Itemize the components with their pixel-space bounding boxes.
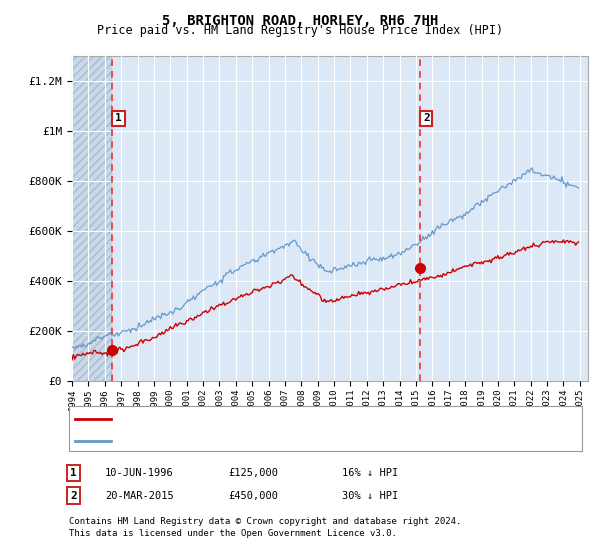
Text: 5, BRIGHTON ROAD, HORLEY, RH6 7HH: 5, BRIGHTON ROAD, HORLEY, RH6 7HH	[162, 14, 438, 28]
Text: 2: 2	[423, 114, 430, 123]
Text: 1: 1	[115, 114, 122, 123]
Text: £450,000: £450,000	[228, 491, 278, 501]
Text: 2: 2	[70, 491, 77, 501]
Text: 20-MAR-2015: 20-MAR-2015	[105, 491, 174, 501]
Text: 10-JUN-1996: 10-JUN-1996	[105, 468, 174, 478]
Bar	[72, 56, 112, 381]
Text: Contains HM Land Registry data © Crown copyright and database right 2024.: Contains HM Land Registry data © Crown c…	[69, 517, 461, 526]
Text: HPI: Average price, detached house, Reigate and Banstead: HPI: Average price, detached house, Reig…	[117, 436, 467, 446]
Text: 1: 1	[70, 468, 77, 478]
Text: 16% ↓ HPI: 16% ↓ HPI	[342, 468, 398, 478]
Text: 30% ↓ HPI: 30% ↓ HPI	[342, 491, 398, 501]
Text: This data is licensed under the Open Government Licence v3.0.: This data is licensed under the Open Gov…	[69, 529, 397, 538]
Text: £125,000: £125,000	[228, 468, 278, 478]
Text: 5, BRIGHTON ROAD, HORLEY, RH6 7HH (detached house): 5, BRIGHTON ROAD, HORLEY, RH6 7HH (detac…	[117, 413, 430, 423]
Text: Price paid vs. HM Land Registry's House Price Index (HPI): Price paid vs. HM Land Registry's House …	[97, 24, 503, 36]
